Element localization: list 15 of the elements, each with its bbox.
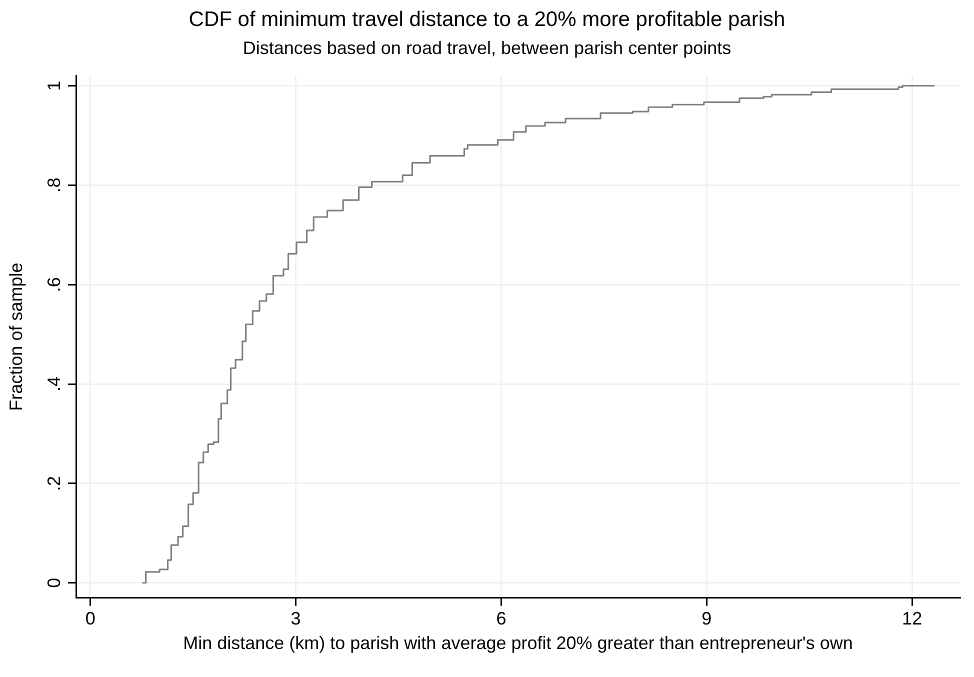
x-tick-label: 0 — [85, 608, 96, 629]
x-tick-label: 3 — [290, 608, 301, 629]
y-tick-label: .4 — [44, 376, 64, 392]
chart-subtitle: Distances based on road travel, between parish center points — [242, 37, 732, 59]
y-tick-label: 0 — [44, 578, 64, 588]
y-axis-title: Fraction of sample — [6, 262, 26, 411]
x-tick-label: 12 — [902, 608, 922, 629]
y-tick-label: .2 — [44, 476, 64, 491]
x-axis-title: Min distance (km) to parish with average profit 20% greater than entrepreneur's own — [183, 633, 853, 654]
y-tick-label: 1 — [44, 80, 64, 91]
x-tick-label: 6 — [496, 608, 506, 629]
chart-title: CDF of minimum travel distance to a 20% more profitable parish — [188, 7, 786, 32]
y-tick-label: .6 — [44, 277, 64, 292]
x-tick-label: 9 — [702, 608, 712, 629]
y-tick-label: .8 — [44, 178, 64, 193]
